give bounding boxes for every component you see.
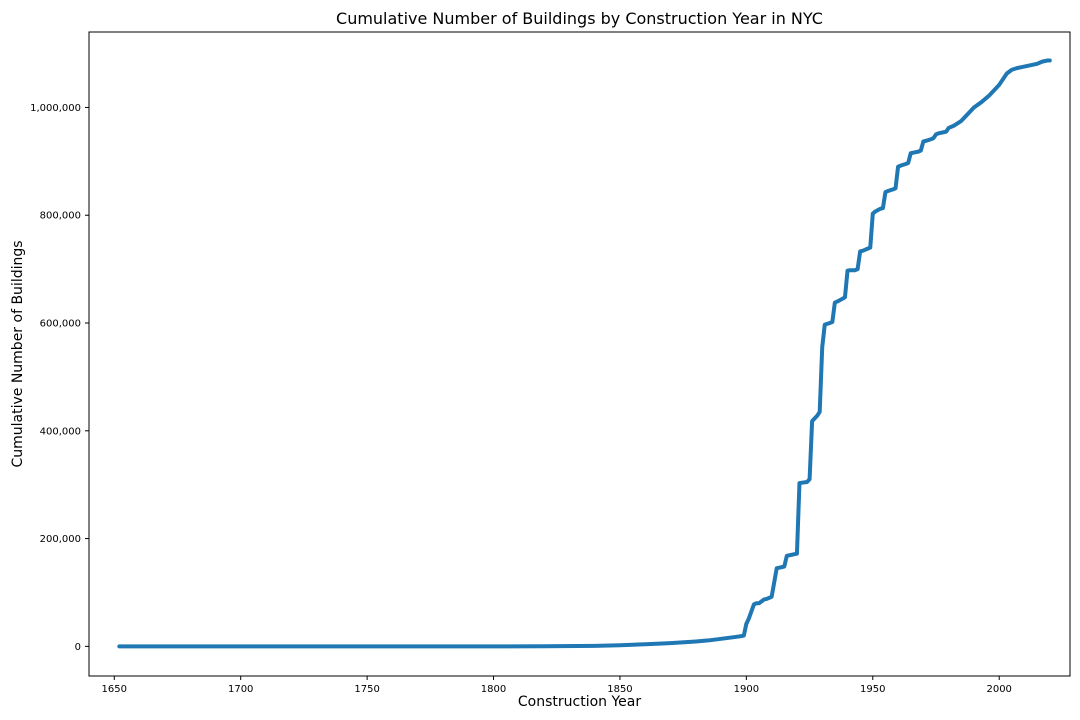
x-axis-ticks: 1650 1700 1750 1800 1850 1900 1950 2000	[102, 676, 1012, 695]
y-tick-label: 800,000	[40, 211, 81, 222]
y-axis-label: Cumulative Number of Buildings	[10, 240, 26, 467]
x-tick-label: 1900	[734, 684, 759, 695]
y-tick-label: 1,000,000	[30, 103, 81, 114]
y-tick-label: 200,000	[40, 534, 81, 545]
chart-title: Cumulative Number of Buildings by Constr…	[336, 9, 823, 28]
y-tick-label: 0	[75, 642, 81, 653]
x-tick-label: 1700	[228, 684, 253, 695]
y-axis-ticks: 0 200,000 400,000 600,000 800,000 1,000,000	[30, 103, 89, 653]
plot-area-frame	[88, 31, 1071, 677]
x-axis-label: Construction Year	[518, 694, 641, 710]
x-tick-label: 1850	[607, 684, 632, 695]
x-tick-label: 1650	[102, 684, 127, 695]
cumulative-buildings-line	[117, 58, 1052, 649]
x-tick-label: 1800	[481, 684, 506, 695]
x-tick-label: 1950	[860, 684, 885, 695]
x-tick-label: 1750	[354, 684, 379, 695]
y-tick-label: 400,000	[40, 426, 81, 437]
y-tick-label: 600,000	[40, 319, 81, 330]
x-tick-label: 2000	[986, 684, 1011, 695]
